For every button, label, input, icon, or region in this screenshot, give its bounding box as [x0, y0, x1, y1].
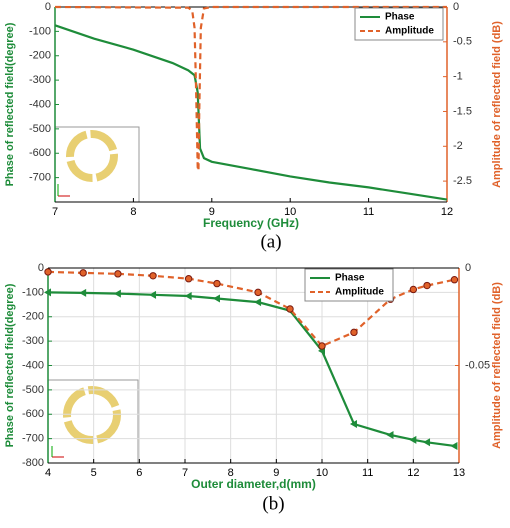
y-tick-label: -700 [29, 172, 51, 184]
x-tick-label: 9 [209, 206, 215, 218]
marker [254, 288, 262, 297]
y2-tick-label: -1.5 [453, 105, 472, 117]
marker [113, 289, 121, 298]
marker [79, 269, 87, 277]
marker [79, 288, 87, 297]
y-tick-label: 0 [38, 262, 44, 274]
y-tick-label: -300 [22, 335, 44, 347]
caption: (a) [260, 231, 281, 252]
y2-tick-label: -0.5 [453, 36, 472, 48]
caption: (b) [262, 493, 284, 514]
legend-label: Amplitude [385, 26, 434, 37]
series-line [54, 24, 448, 201]
x-tick-label: 10 [284, 206, 296, 218]
marker [286, 305, 294, 313]
y-axis-label: Phase of reflected field(degree) [4, 283, 16, 447]
x-tick-label: 8 [228, 467, 234, 479]
series-line [54, 5, 447, 171]
marker [184, 275, 193, 283]
marker [149, 272, 157, 280]
y-tick-label: -600 [29, 147, 51, 159]
y2-tick-label: 0 [465, 262, 471, 274]
x-tick-label: 10 [316, 467, 328, 479]
marker [409, 285, 418, 294]
y-tick-label: 0 [45, 1, 51, 13]
y-tick-label: -200 [29, 50, 51, 62]
legend-label: Phase [385, 12, 415, 23]
y2-tick-label: -0.05 [465, 359, 490, 371]
marker [114, 270, 122, 278]
marker [350, 328, 358, 337]
legend-box [354, 7, 444, 41]
y-tick-label: -400 [22, 359, 44, 371]
marker [44, 288, 51, 297]
x-tick-label: 5 [91, 467, 97, 479]
marker [44, 268, 52, 276]
ring-icon [66, 130, 118, 182]
marker [409, 435, 417, 444]
x-tick-label: 11 [362, 467, 373, 479]
legend-label: Phase [335, 273, 365, 284]
y-tick-label: -400 [29, 98, 51, 110]
legend: Phase Amplitude [354, 7, 444, 41]
inset-a [54, 126, 140, 203]
x-tick-label: 12 [441, 206, 453, 218]
y2-tick-label: 0 [453, 1, 459, 13]
y2-axis-label: Amplitude of reflected field (dB) [491, 282, 503, 449]
y-tick-label: -700 [22, 433, 44, 445]
y2-tick-label: -2.5 [453, 175, 472, 187]
marker [450, 276, 459, 284]
x-tick-label: 8 [130, 206, 136, 218]
x-tick-label: 9 [273, 467, 279, 479]
marker [423, 281, 431, 290]
y-tick-label: -100 [22, 286, 44, 298]
marker [386, 430, 394, 439]
y-tick-label: -500 [29, 123, 51, 135]
marker [213, 279, 221, 288]
y-tick-label: -800 [22, 457, 44, 469]
y-tick-label: -500 [22, 384, 44, 396]
y-tick-label: -300 [29, 74, 51, 86]
legend-label: Amplitude [335, 287, 384, 298]
x-tick-label: 7 [52, 206, 58, 218]
x-tick-label: 12 [407, 467, 419, 479]
marker [254, 298, 262, 307]
y2-tick-label: -1 [453, 71, 463, 83]
x-tick-label: 13 [453, 467, 465, 479]
marker [318, 342, 326, 350]
marker [450, 441, 458, 450]
legend-box [304, 268, 394, 302]
series-line [47, 270, 455, 348]
marker [149, 290, 157, 299]
marker [349, 420, 357, 428]
x-tick-label: 4 [45, 467, 51, 479]
y-tick-label: -200 [22, 311, 44, 323]
y2-axis-label: Amplitude of reflected field (dB) [491, 21, 503, 188]
x-axis-label: Outer diameter,d(mm) [191, 477, 316, 491]
x-tick-label: 6 [136, 467, 142, 479]
x-tick-label: 7 [182, 467, 188, 479]
y-axis-label: Phase of reflected field(degree) [4, 22, 16, 186]
marker [212, 294, 220, 303]
marker [423, 438, 431, 447]
y-tick-label: -100 [29, 25, 51, 37]
marker [184, 292, 192, 301]
y-tick-label: -600 [22, 408, 44, 420]
inset-b [47, 379, 139, 464]
x-axis-label: Frequency (GHz) [203, 216, 299, 230]
y2-tick-label: -2 [453, 140, 463, 152]
series-line [47, 291, 455, 448]
x-tick-label: 11 [363, 206, 374, 218]
legend: Phase Amplitude [304, 268, 394, 302]
